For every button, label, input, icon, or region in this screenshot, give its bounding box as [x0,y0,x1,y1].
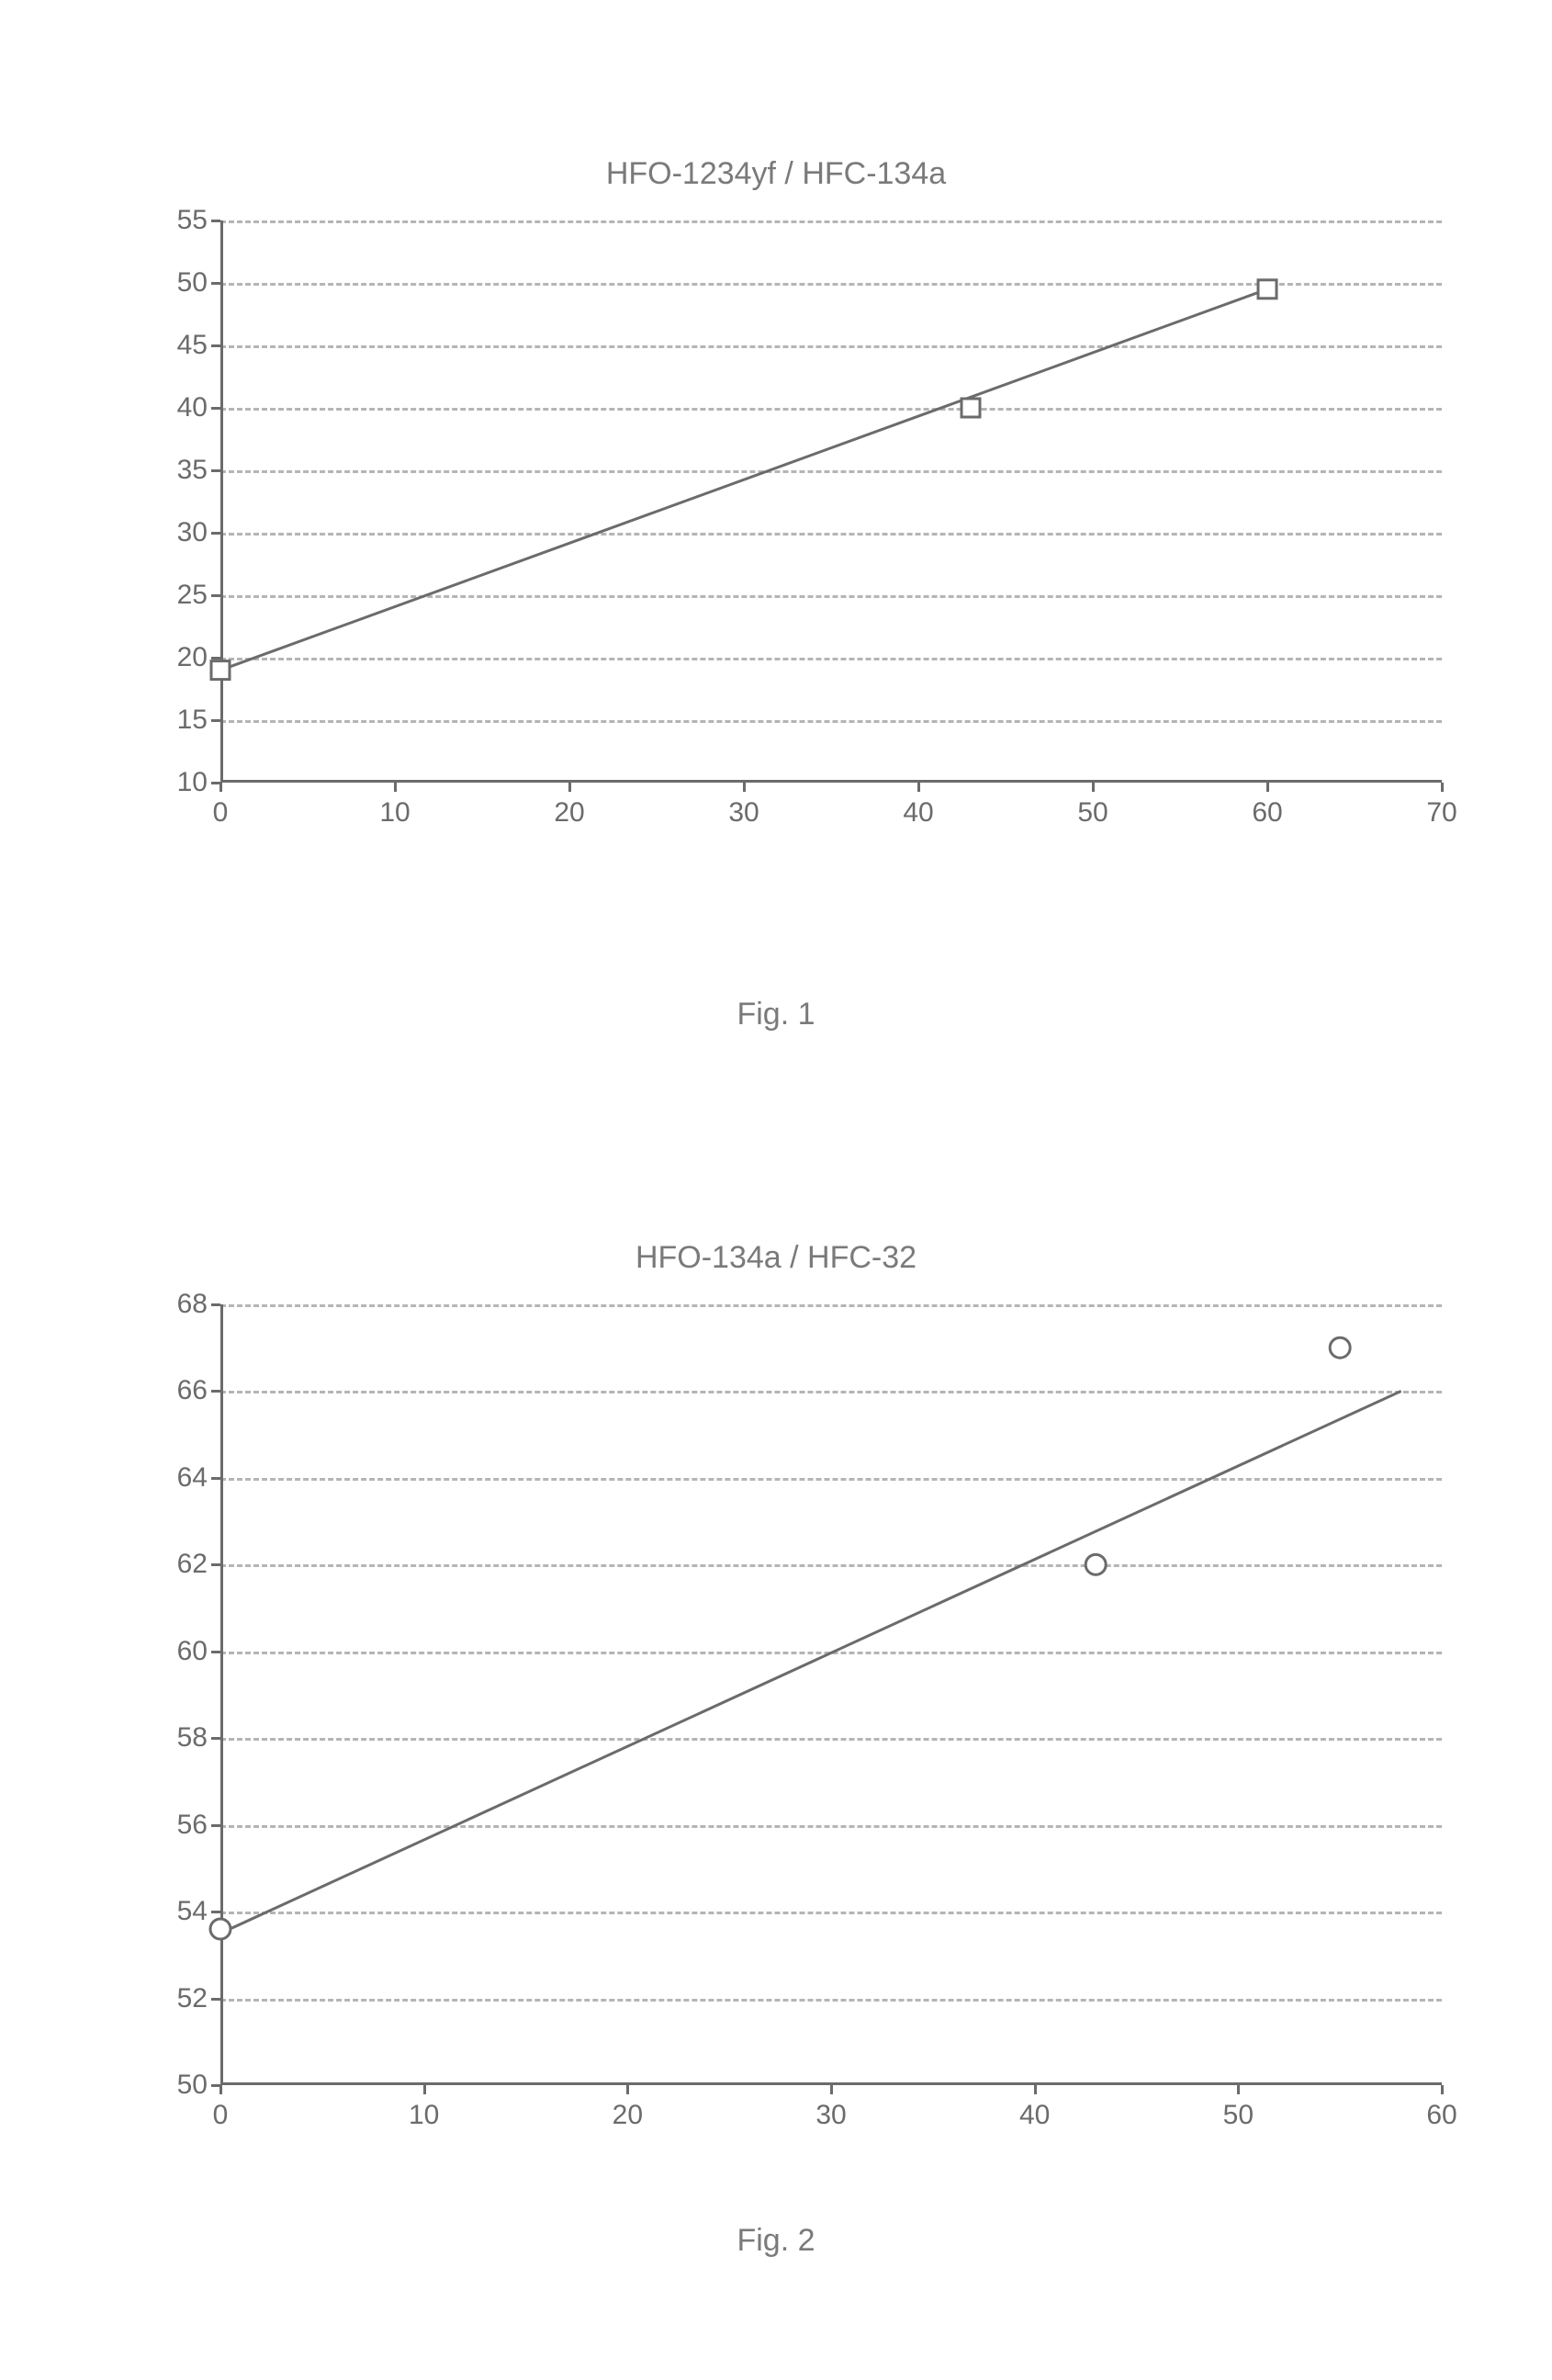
chart2-plot: 505254565860626466680102030405060 [220,1304,1442,2085]
marker-square [1258,280,1276,299]
trend-line [220,289,1267,671]
y-tick-label: 60 [177,1636,220,1667]
chart1-fig-label: Fig. 1 [0,997,1552,1032]
x-tick-label: 10 [379,783,410,829]
y-tick-label: 15 [177,705,220,736]
marker-square [211,661,230,680]
x-tick-label: 50 [1077,783,1108,829]
y-tick-label: 50 [177,267,220,299]
y-tick-label: 62 [177,1549,220,1580]
y-tick-label: 66 [177,1375,220,1406]
trend-line [220,1391,1401,1933]
x-tick-label: 30 [728,783,759,829]
y-tick-label: 56 [177,1810,220,1841]
x-tick-label: 20 [554,783,584,829]
marker-circle [210,1919,231,1939]
x-tick-label: 60 [1252,783,1282,829]
marker-circle [1330,1337,1350,1358]
x-tick-label: 70 [1426,783,1456,829]
y-tick-label: 25 [177,580,220,611]
y-tick-label: 58 [177,1722,220,1754]
x-tick-label: 60 [1426,2085,1456,2131]
x-tick-label: 40 [903,783,933,829]
chart1-plot: 10152025303540455055010203040506070 [220,220,1442,783]
x-tick-label: 30 [815,2085,846,2131]
y-tick-label: 55 [177,205,220,236]
chart1-series [220,220,1442,783]
y-tick-label: 40 [177,392,220,423]
y-tick-label: 52 [177,1983,220,2014]
page: HFO-1234yf / HFC-134a 101520253035404550… [0,0,1552,2380]
chart2-fig-label: Fig. 2 [0,2223,1552,2259]
y-tick-label: 45 [177,330,220,361]
y-tick-label: 30 [177,517,220,548]
marker-circle [1085,1554,1106,1574]
x-tick-label: 50 [1223,2085,1254,2131]
y-tick-label: 68 [177,1289,220,1320]
chart2-title: HFO-134a / HFC-32 [0,1240,1552,1276]
x-tick-label: 10 [409,2085,439,2131]
x-tick-label: 40 [1019,2085,1050,2131]
x-tick-label: 0 [213,783,229,829]
y-tick-label: 64 [177,1462,220,1494]
marker-square [962,399,980,417]
x-tick-label: 20 [613,2085,643,2131]
x-tick-label: 0 [213,2085,229,2131]
chart1-title: HFO-1234yf / HFC-134a [0,156,1552,192]
chart2-series [220,1304,1442,2085]
y-tick-label: 35 [177,455,220,486]
